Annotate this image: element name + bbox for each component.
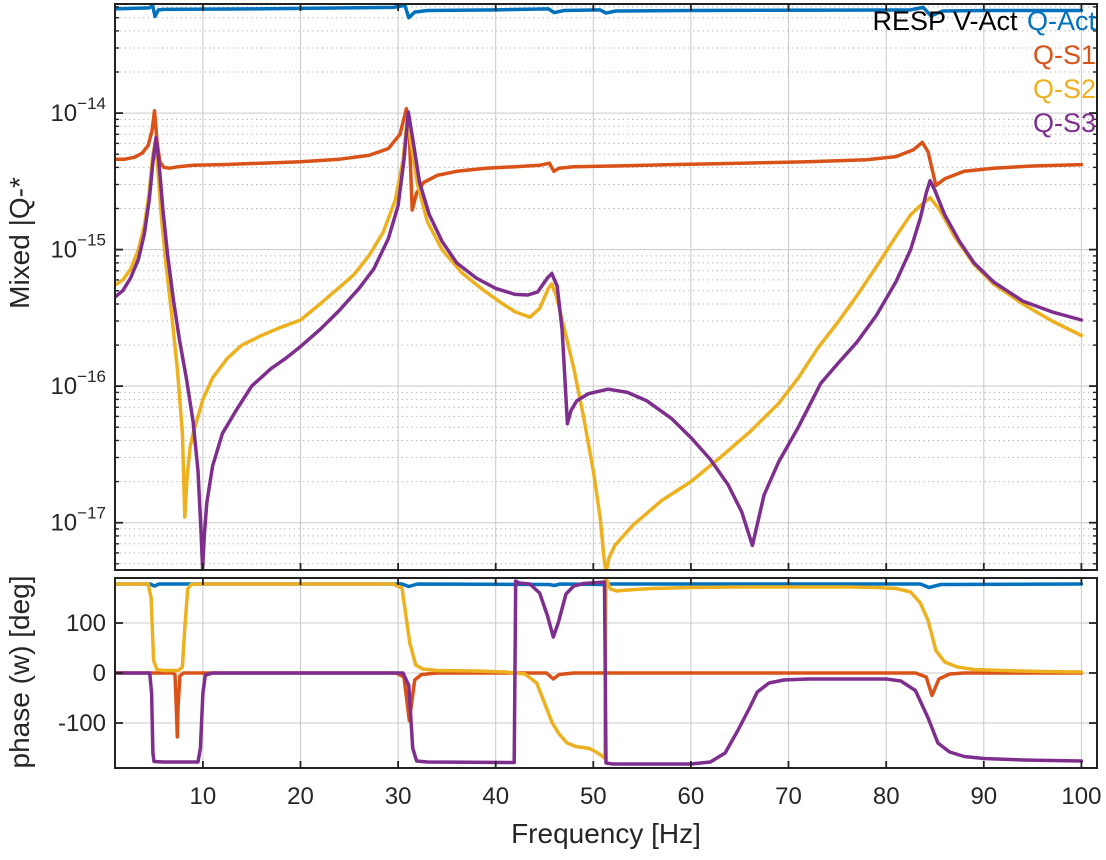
svg-text:20: 20 [287,783,314,810]
x-axis-label: Frequency [Hz] [511,818,701,849]
svg-text:10−15: 10−15 [50,231,106,264]
svg-text:30: 30 [385,783,412,810]
svg-text:90: 90 [970,783,997,810]
svg-text:-100: -100 [58,710,106,737]
legend-entry-q-s2: Q-S2 [1032,74,1096,104]
svg-text:0: 0 [93,660,106,687]
svg-text:100: 100 [66,610,106,637]
legend-row-3: Q-S2 [872,72,1096,106]
legend: RESP V-Act Q-Act Q-S1 Q-S2 Q-S3 [872,4,1096,140]
legend-row-1: RESP V-Act Q-Act [872,4,1096,38]
phase-y-axis-label: phase (w) [deg] [4,575,35,769]
svg-text:80: 80 [873,783,900,810]
svg-text:50: 50 [580,783,607,810]
svg-text:60: 60 [678,783,705,810]
legend-row-2: Q-S1 [872,38,1096,72]
legend-row-4: Q-S3 [872,106,1096,140]
svg-text:10−14: 10−14 [50,94,106,127]
legend-entry-q-act: Q-Act [1026,6,1096,36]
svg-text:40: 40 [482,783,509,810]
legend-resp-label: RESP V-Act [872,6,1018,36]
legend-entry-q-s1: Q-S1 [1032,40,1096,70]
svg-text:70: 70 [775,783,802,810]
svg-text:10−16: 10−16 [50,367,106,400]
svg-text:10−17: 10−17 [50,504,106,537]
svg-text:100: 100 [1061,783,1101,810]
svg-text:10: 10 [190,783,217,810]
legend-entry-q-s3: Q-S3 [1032,108,1096,138]
magnitude-y-axis-label: Mixed |Q-* [4,177,35,309]
